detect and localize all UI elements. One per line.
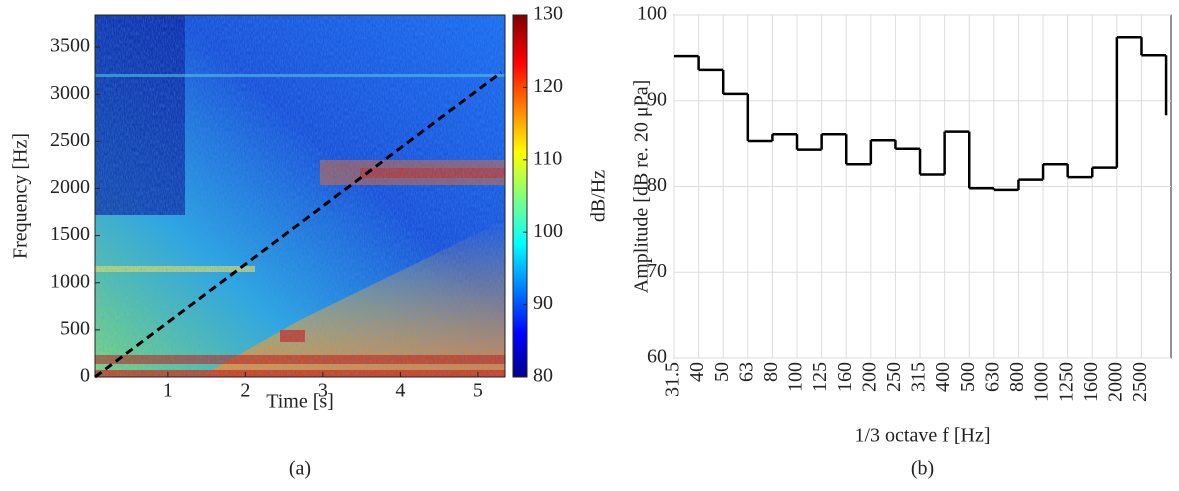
- x-tick-label: 500: [957, 362, 979, 392]
- y-tick-label: 0: [80, 365, 90, 387]
- y-tick-label: 60: [647, 346, 667, 368]
- y-tick-label: 500: [60, 317, 90, 339]
- x-axis-label: Time [s]: [266, 391, 334, 413]
- x-axis-label: 1/3 octave f [Hz]: [854, 425, 990, 447]
- y-tick-label: 70: [647, 260, 667, 282]
- y-axis-label: Frequency [Hz]: [10, 133, 32, 259]
- chirp-line: [94, 71, 503, 379]
- y-tick-label: 1000: [50, 270, 90, 292]
- x-tick-label: 315: [908, 362, 930, 392]
- spectrogram-image: [95, 15, 505, 377]
- colorbar-tick-label: 120: [533, 75, 563, 97]
- y-tick-label: 2500: [50, 129, 90, 151]
- x-tick-label: 2: [240, 380, 250, 402]
- y-tick-label: 100: [637, 3, 667, 25]
- x-tick-label: 5: [473, 380, 483, 402]
- y-tick-label: 3500: [50, 35, 90, 57]
- x-tick-label: 400: [932, 362, 954, 392]
- x-tick-label: 1250: [1055, 362, 1077, 402]
- x-tick-label: 50: [711, 362, 733, 382]
- colorbar-tick-label: 110: [533, 147, 562, 169]
- y-tick-label: 3000: [50, 82, 90, 104]
- x-tick-label: 125: [809, 362, 831, 392]
- x-tick-label: 1600: [1080, 362, 1102, 402]
- y-tick-label: 1500: [50, 223, 90, 245]
- y-tick-label: 2000: [50, 176, 90, 198]
- x-tick-label: 100: [785, 362, 807, 392]
- x-tick-label: 250: [883, 362, 905, 392]
- y-tick-label: 90: [647, 88, 667, 110]
- colorbar-tick-label: 90: [533, 292, 553, 314]
- x-tick-label: 630: [981, 362, 1003, 392]
- x-tick-label: 31.5: [662, 362, 684, 397]
- x-tick-label: 40: [686, 362, 708, 382]
- x-tick-label: 200: [858, 362, 880, 392]
- x-tick-label: 1000: [1031, 362, 1053, 402]
- x-tick-label: 2500: [1129, 362, 1151, 402]
- axes-box-a: [94, 14, 506, 378]
- x-tick-label: 2000: [1104, 362, 1126, 402]
- caption: (a): [289, 458, 311, 480]
- x-tick-label: 1: [163, 380, 173, 402]
- x-tick-label: 63: [735, 362, 757, 382]
- colorbar-tick-label: 80: [533, 365, 553, 387]
- colorbar-label: dB/Hz: [588, 170, 610, 222]
- x-tick-label: 800: [1006, 362, 1028, 392]
- colorbar: [512, 14, 528, 378]
- x-tick-label: 4: [395, 380, 405, 402]
- x-tick-label: 3: [318, 380, 328, 402]
- x-tick-label: 80: [760, 362, 782, 382]
- colorbar-tick-label: 100: [533, 220, 563, 242]
- y-tick-label: 80: [647, 174, 667, 196]
- colorbar-tick-label: 130: [533, 3, 563, 25]
- caption: (b): [911, 458, 934, 480]
- x-tick-label: 160: [834, 362, 856, 392]
- y-axis-label: Amplitude [dB re. 20 μPa]: [631, 80, 653, 293]
